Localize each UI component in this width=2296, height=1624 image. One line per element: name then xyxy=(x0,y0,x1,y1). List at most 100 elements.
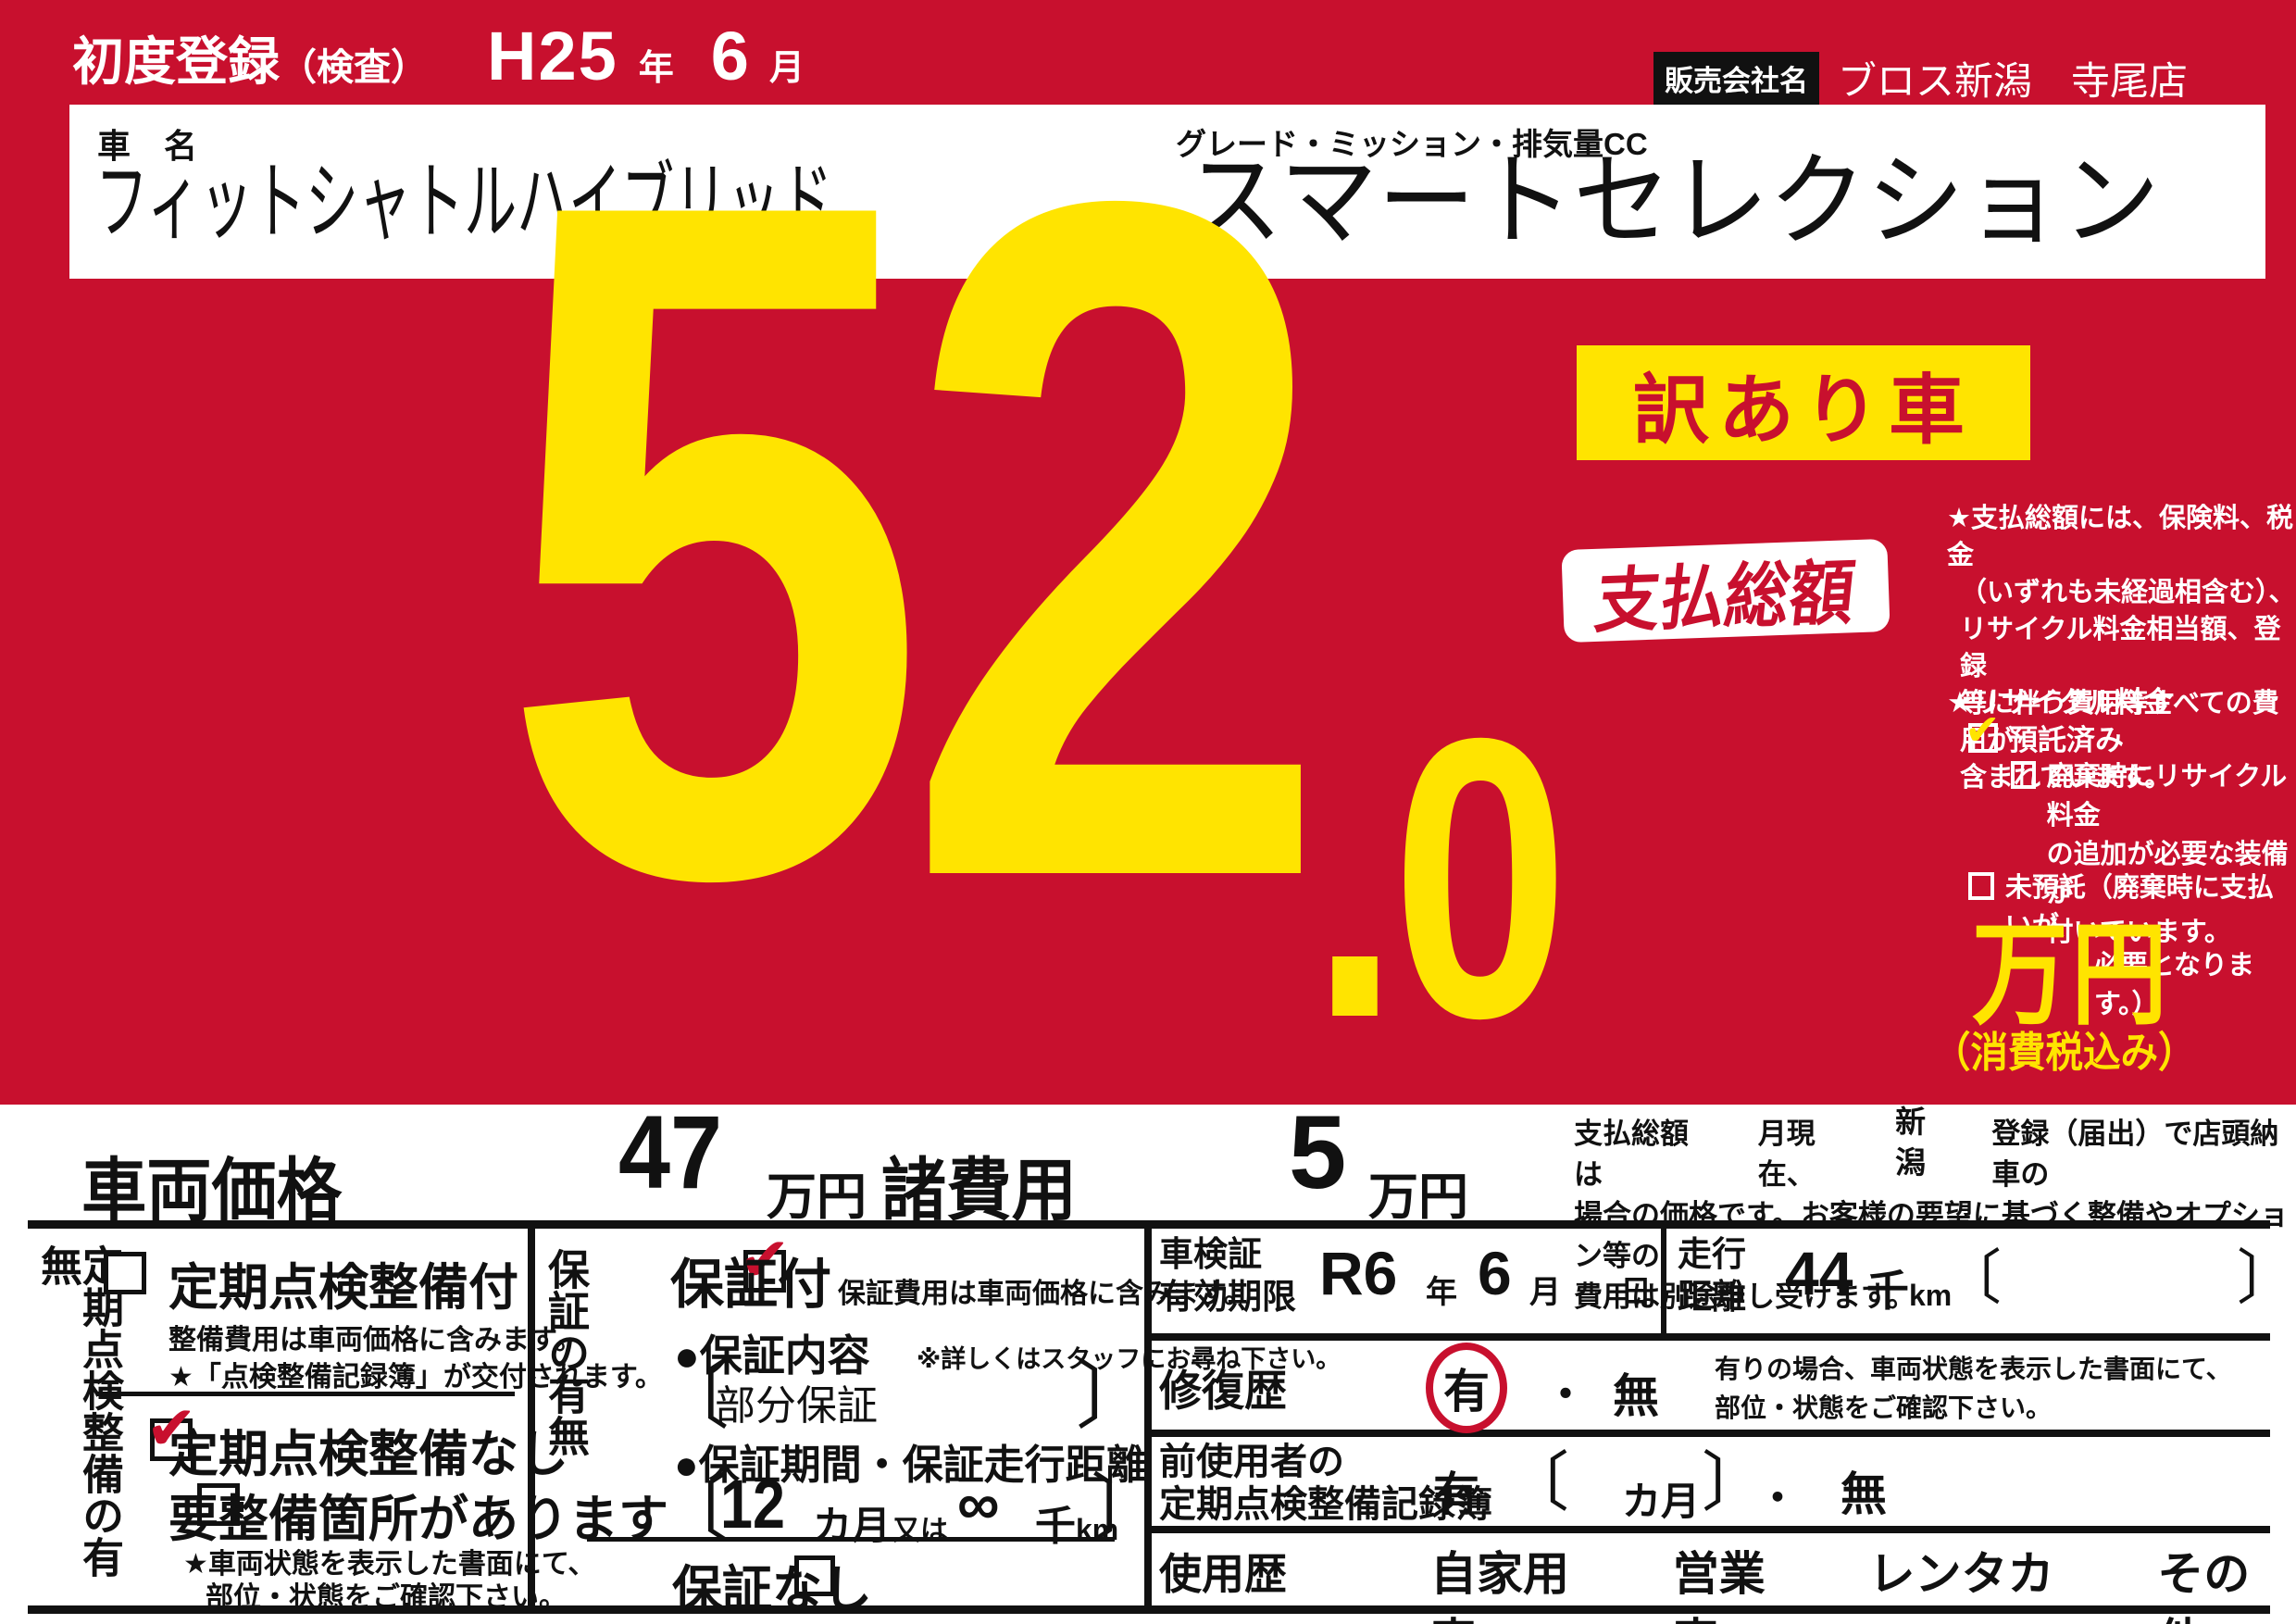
deposited-label: 預託済み xyxy=(2009,724,2124,756)
usage-option-private: 自家用車 xyxy=(1430,1548,1569,1624)
recycle-not-deposited-line: 必要となります。） xyxy=(2093,951,2254,1019)
total-price-decimal: .0 xyxy=(1310,656,1569,1101)
bracket-open-icon: 〔 xyxy=(655,1468,730,1550)
bracket-open-icon: 〔 xyxy=(1942,1244,2002,1311)
records-months-unit: カ月 xyxy=(1622,1480,1701,1523)
table-divider-col1 xyxy=(528,1220,535,1614)
not-deposited-checkbox xyxy=(1968,872,1994,900)
recycle-not-deposited-row: 未預託（廃棄時に支払いが 必要となります。） xyxy=(1968,868,2296,1024)
recycle-not-deposited-text: 未預託（廃棄時に支払いが 必要となります。） xyxy=(2005,868,2296,1024)
vehicle-info-box: 車 名 フィットシャトルハイブリッド グレード・ミッション・排気量CC スマート… xyxy=(69,105,2265,279)
maintenance-opt2-checkbox xyxy=(150,1418,193,1461)
repair-dot: ・ xyxy=(1544,1370,1587,1418)
vehicle-price-unit: 万円 xyxy=(767,1169,867,1225)
recycle-extra-line: の追加が必要な装備が xyxy=(2046,840,2289,908)
warranty-side-label: 保証の有無 xyxy=(542,1248,589,1456)
total-note-line: （いずれも未経過相含む）、 xyxy=(1960,578,2296,607)
maintenance-opt1-note1: 整備費用は車両価格に含みます。 xyxy=(168,1325,582,1355)
repair-yes-label: 有 xyxy=(1443,1366,1490,1418)
disclaimer-l1c: 登録（届出）で店頭納車の xyxy=(1991,1118,2279,1191)
recycle-extra-line: 廃棄時にリサイクル料金 xyxy=(2046,762,2288,831)
fees-label: 諸費用 xyxy=(881,1152,1077,1229)
repair-note: 有りの場合、車両状態を表示した書面にて、 部位・状態をご確認下さい。 xyxy=(1715,1350,2232,1428)
disclaimer-prefecture: 新潟 xyxy=(1895,1105,1927,1180)
total-price-badge-label: 支払総額 xyxy=(1591,553,1859,643)
records-label-line2: 定期点検整備記録簿 xyxy=(1159,1484,1492,1525)
vehicle-name: フィットシャトルハイブリッド xyxy=(95,156,833,250)
mileage-unit: 千 km xyxy=(1866,1257,1952,1318)
repair-note-line2: 部位・状態をご確認下さい。 xyxy=(1715,1393,2053,1422)
col3-row-divider-3 xyxy=(1152,1526,2270,1533)
dealer-info: 販売会社名 ブロス新潟 寺尾店 xyxy=(1653,50,2188,106)
mileage-unit-thousand: 千 xyxy=(1866,1267,1909,1315)
fees-unit: 万円 xyxy=(1368,1169,1468,1225)
usage-option-other: その他 xyxy=(2157,1548,2251,1624)
warranty-content-label: ●保証内容 xyxy=(674,1331,870,1380)
wakeari-banner: 訳あり車 xyxy=(1577,345,2030,460)
maintenance-opt3-note1: ★車両状態を表示した書面にて、 xyxy=(183,1549,596,1580)
warranty-with-note: 保証費用は車両価格に含みます。 xyxy=(838,1279,1252,1309)
inspection-year-value: R6 xyxy=(1319,1239,1398,1307)
grade-value: スマートセレクション xyxy=(1185,144,2160,258)
maintenance-opt3-label: 要整備箇所があります xyxy=(168,1492,668,1547)
vehicle-price-label: 車両価格 xyxy=(81,1152,343,1229)
total-note-line: 等に伴う費用等すべての費用が xyxy=(1960,689,2279,756)
disclaimer-line-3: 費用は別途申し受けます。 xyxy=(1574,1280,1915,1313)
warranty-content-value: 部分保証 xyxy=(715,1383,878,1429)
maintenance-opt1-checkbox xyxy=(104,1252,146,1294)
bracket-close-icon: 〕 xyxy=(2237,1244,2296,1311)
maintenance-divider xyxy=(96,1392,515,1396)
mileage-value: 44 xyxy=(1785,1239,1853,1307)
first-registration: 初度登録 （検査） H25 年 6 月 xyxy=(72,17,805,95)
records-yes-label: 有 xyxy=(1433,1468,1479,1520)
dealer-label: 販売会社名 xyxy=(1653,52,1819,105)
recycle-not-deposited-line: 未預託（廃棄時に支払いが xyxy=(2004,873,2274,942)
warranty-without-checkbox xyxy=(793,1555,835,1596)
recycle-extra-text: 廃棄時にリサイクル料金 の追加が必要な装備が 付いています。 xyxy=(2047,757,2296,952)
total-note-line: リサイクル料金相当額、登録 xyxy=(1960,615,2281,681)
recycle-deposited-row: 預託済み xyxy=(1968,717,2124,758)
warranty-or-label: 又は xyxy=(892,1516,948,1546)
month-unit: 月 xyxy=(768,49,805,88)
col3-row-divider-2 xyxy=(1152,1430,2270,1437)
warranty-with-label: 保証付 xyxy=(670,1255,832,1315)
total-price-badge: 支払総額 xyxy=(1561,538,1890,643)
warranty-months-unit: カ月 xyxy=(813,1504,892,1547)
inspection-label: 車検証 有効期限 xyxy=(1159,1233,1296,1318)
extra-checkbox xyxy=(2011,761,2036,789)
inspection-label-line2: 有効期限 xyxy=(1159,1278,1296,1316)
deposited-checkbox xyxy=(1968,722,1998,753)
col3-row-divider-1 xyxy=(1152,1333,2270,1341)
warranty-without-label: 保証なし xyxy=(672,1562,872,1618)
bracket-open-icon: 〔 xyxy=(655,1355,730,1437)
warranty-months-value: 12 xyxy=(720,1466,785,1543)
mileage-unit-km: km xyxy=(1909,1279,1953,1312)
maintenance-opt3-note2: 部位・状態をご確認下さい。 xyxy=(206,1582,567,1613)
usage-options: 自家用車 営業車 レンタカー その他 xyxy=(1430,1537,2296,1624)
vehicle-name-label: 車 名 xyxy=(97,127,198,165)
mileage-label-line1: 走行 xyxy=(1678,1235,1746,1273)
inspection-month-unit: 月 xyxy=(1529,1275,1561,1310)
usage-option-rental: レンタカー xyxy=(1868,1548,2054,1624)
repair-label: 修復歴 xyxy=(1159,1367,1287,1415)
recycle-extra-line: 付いています。 xyxy=(2046,918,2231,947)
total-price: 52 .0 xyxy=(500,59,1569,1079)
grade-label: グレード・ミッション・排気量CC xyxy=(1176,127,1648,161)
registration-month-value: 6 xyxy=(710,18,749,94)
inspection-year-unit: 年 xyxy=(1426,1275,1457,1310)
maintenance-opt1-note2: ★「点検整備記録簿」が交付されます。 xyxy=(168,1362,663,1393)
total-note-line: 含まれています。 xyxy=(1960,763,2172,793)
wakeari-label: 訳あり車 xyxy=(1632,368,1974,453)
inspection-day-unit: 日 xyxy=(1620,1275,1652,1310)
inspection-month-value: 6 xyxy=(1478,1239,1512,1307)
bracket-close-icon: 〕 xyxy=(1076,1355,1150,1437)
mileage-label-line2: 距離 xyxy=(1678,1278,1746,1316)
red-circle-mark-icon: 有 xyxy=(1426,1343,1507,1433)
col3-row1-divider xyxy=(1661,1220,1666,1341)
infinity-symbol: ∞ xyxy=(957,1470,1000,1537)
bracket-close-icon: 〕 xyxy=(1702,1446,1766,1518)
disclaimer-l1b: 月現在、 xyxy=(1757,1118,1816,1191)
registration-year-value: H25 xyxy=(487,18,618,94)
maintenance-side-label: 定期点検整備の有無 xyxy=(34,1244,123,1578)
